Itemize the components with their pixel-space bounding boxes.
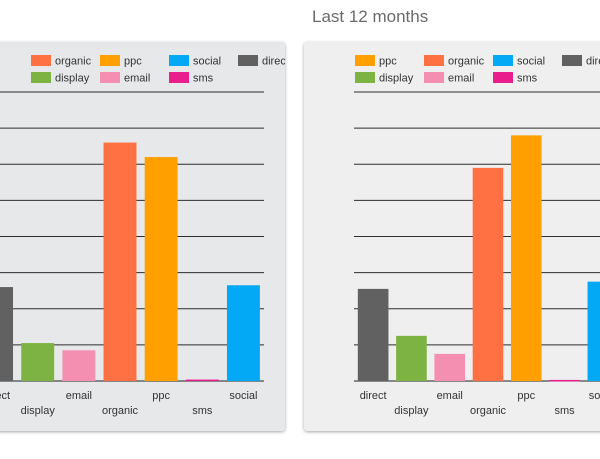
x-tick-label-email: email — [66, 390, 92, 402]
legend-label-direct[interactable]: direct — [262, 56, 285, 68]
legend-swatch-ppc[interactable] — [100, 55, 120, 66]
legend-swatch-display[interactable] — [31, 72, 51, 83]
legend-swatch-sms[interactable] — [169, 72, 189, 83]
bar-organic[interactable] — [472, 167, 504, 381]
x-tick-label-email: email — [437, 390, 463, 402]
legend-swatch-organic[interactable] — [31, 55, 51, 66]
bar-email[interactable] — [434, 353, 466, 381]
bar-sms[interactable] — [185, 379, 219, 382]
legend-swatch-display[interactable] — [355, 72, 375, 83]
bar-direct[interactable] — [0, 287, 14, 381]
legend-label-organic[interactable]: organic — [55, 56, 92, 68]
legend-swatch-direct[interactable] — [562, 55, 582, 66]
x-tick-label-social: social — [229, 390, 257, 402]
legend-label-display[interactable]: display — [55, 73, 90, 85]
legend-label-sms[interactable]: sms — [193, 73, 214, 85]
x-tick-label-organic: organic — [470, 405, 507, 417]
x-tick-label-sms: sms — [192, 405, 213, 417]
bar-display[interactable] — [396, 335, 427, 381]
bar-chart-right: ppc organic social direct display email sms dir… — [354, 55, 600, 417]
bar-social[interactable] — [587, 281, 600, 381]
legend-label-organic[interactable]: organic — [448, 56, 485, 68]
bar-sms[interactable] — [549, 379, 580, 382]
legend-label-direct[interactable]: direct — [586, 56, 600, 68]
bar-chart-left: organic ppc social direct display email sms dir… — [0, 55, 285, 417]
x-tick-label-display: display — [394, 405, 429, 417]
legend-swatch-social[interactable] — [169, 55, 189, 66]
legend-swatch-ppc[interactable] — [355, 55, 375, 66]
legend-swatch-social[interactable] — [493, 55, 513, 66]
legend-label-social[interactable]: social — [193, 56, 221, 68]
panel-title-right: Last 12 months — [312, 7, 429, 26]
legend-label-sms[interactable]: sms — [517, 73, 538, 85]
legend-label-display[interactable]: display — [379, 73, 414, 85]
x-tick-label-ppc: ppc — [152, 390, 170, 402]
bar-organic[interactable] — [103, 142, 137, 381]
chart-panel-left: organic ppc social direct display email sms dir… — [0, 42, 285, 431]
legend-label-ppc[interactable]: ppc — [379, 56, 397, 68]
bar-social[interactable] — [226, 285, 260, 381]
legend-swatch-organic[interactable] — [424, 55, 444, 66]
bar-ppc[interactable] — [144, 157, 178, 381]
legend-swatch-email[interactable] — [100, 72, 120, 83]
x-tick-label-social: social — [589, 390, 600, 402]
x-tick-label-direct: direct — [0, 390, 10, 402]
legend-label-ppc[interactable]: ppc — [124, 56, 142, 68]
x-tick-label-ppc: ppc — [517, 390, 535, 402]
bar-email[interactable] — [62, 350, 96, 381]
bar-display[interactable] — [21, 343, 55, 381]
bar-ppc[interactable] — [510, 135, 542, 381]
bar-direct[interactable] — [357, 288, 389, 381]
legend-swatch-email[interactable] — [424, 72, 444, 83]
x-tick-label-organic: organic — [102, 405, 139, 417]
x-tick-label-direct: direct — [360, 390, 387, 402]
legend-label-email[interactable]: email — [124, 73, 150, 85]
legend-swatch-direct[interactable] — [238, 55, 258, 66]
chart-panel-right: ppc organic social direct display email sms dir… — [304, 42, 600, 431]
legend-swatch-sms[interactable] — [493, 72, 513, 83]
legend-label-email[interactable]: email — [448, 73, 474, 85]
legend-label-social[interactable]: social — [517, 56, 545, 68]
x-tick-label-display: display — [21, 405, 56, 417]
x-tick-label-sms: sms — [554, 405, 575, 417]
